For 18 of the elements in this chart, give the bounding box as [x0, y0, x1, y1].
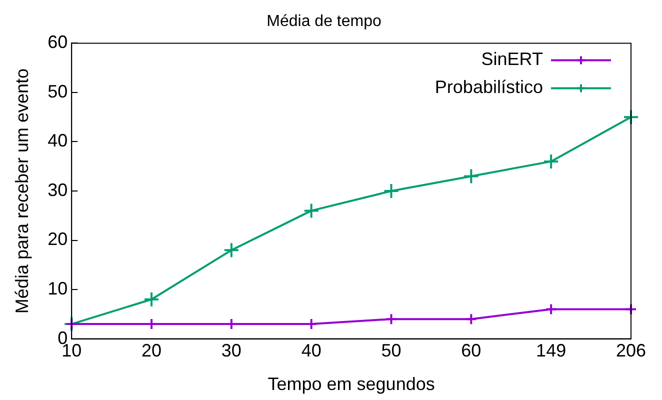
y-axis-title: Média para receber um evento [12, 68, 32, 314]
x-tick-label: 50 [381, 340, 402, 361]
y-tick-label: 50 [48, 81, 68, 102]
y-tick-label: 40 [48, 130, 68, 151]
y-tick-label: 60 [48, 32, 68, 52]
x-tick-label: 149 [536, 340, 566, 361]
y-tick-label: 30 [48, 180, 68, 200]
chart-title: Média de tempo [266, 13, 382, 30]
legend-label: SinERT [481, 49, 543, 70]
x-tick-label: 30 [221, 340, 242, 361]
y-tick-label: 20 [48, 229, 68, 250]
y-tick-label: 10 [48, 278, 68, 298]
x-tick-label: 60 [461, 340, 482, 361]
x-axis-title: Tempo em segundos [268, 374, 435, 394]
legend-label: Probabilístico [434, 77, 543, 98]
x-tick-label: 40 [301, 340, 322, 361]
x-tick-label: 206 [616, 340, 646, 361]
x-tick-label: 20 [142, 340, 162, 361]
